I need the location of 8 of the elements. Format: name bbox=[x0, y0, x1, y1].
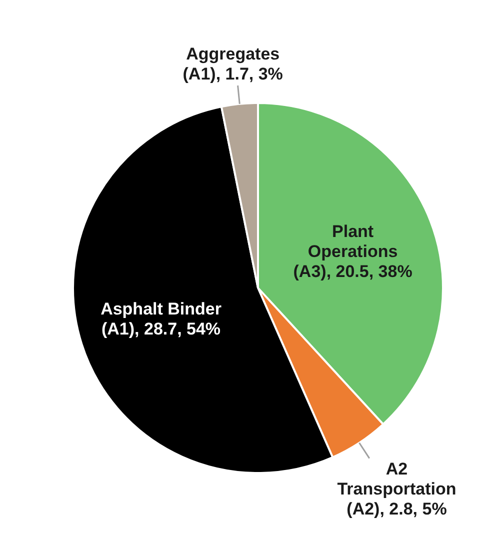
data-label: (A1), 28.7, 54% bbox=[101, 320, 221, 339]
slice-label: Plant Operations bbox=[308, 222, 398, 262]
data-label: (A1), 1.7, 3% bbox=[182, 64, 283, 84]
slice-label: Aggregates bbox=[186, 44, 280, 64]
slice-label: A2 Transportation bbox=[337, 459, 456, 498]
data-label: (A2), 2.8, 5% bbox=[346, 499, 447, 518]
slice-label: Asphalt Binder bbox=[100, 300, 222, 319]
data-label: (A3), 20.5, 38% bbox=[293, 262, 412, 282]
